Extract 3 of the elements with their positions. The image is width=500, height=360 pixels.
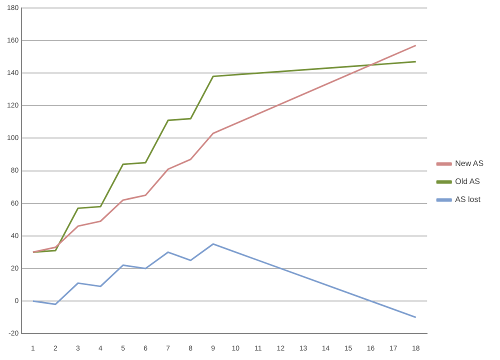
legend-label: AS lost	[455, 195, 482, 204]
legend-label: New AS	[455, 159, 484, 168]
legend-label: Old AS	[455, 177, 480, 186]
